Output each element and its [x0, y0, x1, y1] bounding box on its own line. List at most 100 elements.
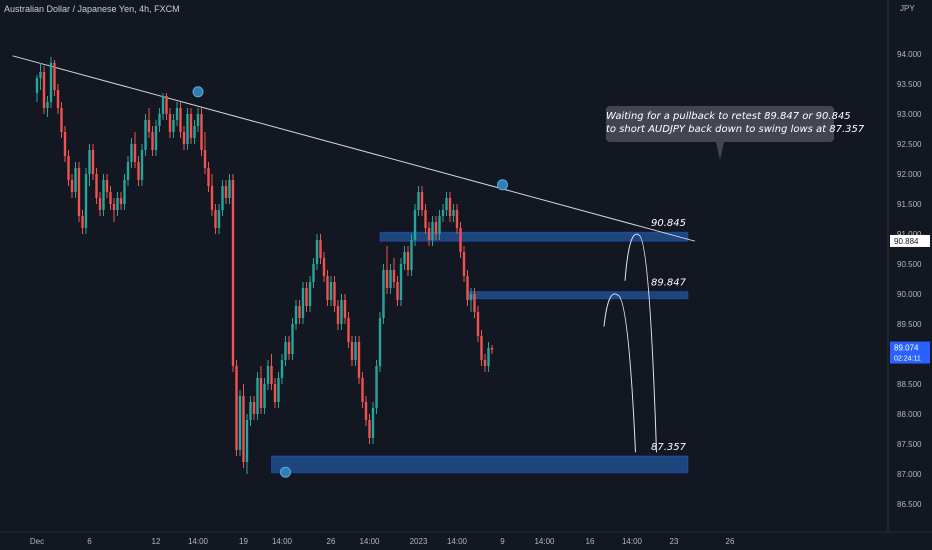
- candle: [448, 192, 452, 222]
- callout-line-2: to short AUDJPY back down to swing lows …: [606, 123, 865, 135]
- candle-body: [284, 342, 287, 360]
- price-tick-label: 86.500: [897, 500, 922, 509]
- candle: [168, 108, 172, 138]
- candle-body: [53, 63, 56, 90]
- candle-body: [217, 210, 221, 228]
- candle: [46, 96, 49, 117]
- candle-body: [347, 318, 350, 342]
- candle: [228, 174, 231, 204]
- candle: [347, 312, 350, 348]
- candle-body: [410, 240, 413, 270]
- candle-body: [277, 378, 280, 402]
- candle: [165, 93, 168, 120]
- candle-body: [70, 180, 74, 192]
- candle-body: [140, 150, 144, 180]
- candle: [476, 306, 480, 342]
- candle: [88, 144, 91, 186]
- candle-body: [168, 114, 172, 132]
- candle: [147, 108, 151, 138]
- candle-body: [249, 402, 252, 420]
- candle: [210, 174, 214, 216]
- candle: [357, 336, 361, 384]
- price-tick-label: 88.000: [897, 410, 922, 419]
- candle-body: [137, 162, 140, 180]
- swing-low-marker: [280, 466, 291, 478]
- candle: [249, 396, 252, 426]
- candle-body: [480, 336, 483, 360]
- candle: [455, 204, 459, 234]
- zone-label: 87.357: [651, 442, 687, 453]
- candle-body: [151, 132, 154, 150]
- candle: [277, 372, 280, 408]
- candle: [77, 162, 81, 222]
- candle: [193, 120, 196, 144]
- time-tick-label: 19: [239, 537, 248, 546]
- candle-body: [228, 180, 231, 198]
- candle-body: [490, 348, 494, 350]
- candle: [301, 282, 305, 324]
- candle: [375, 360, 378, 414]
- candle-body: [214, 210, 217, 228]
- candle-body: [179, 108, 182, 132]
- candle: [263, 378, 266, 414]
- candle-body: [60, 108, 63, 132]
- candle-body: [312, 264, 315, 282]
- candle: [235, 360, 238, 456]
- candle: [385, 246, 389, 294]
- candle: [186, 108, 189, 150]
- candle: [203, 132, 207, 174]
- candle: [53, 60, 56, 96]
- trendline: [12, 55, 696, 242]
- candle-body: [235, 366, 238, 450]
- candle-body: [49, 63, 53, 102]
- candle: [417, 186, 420, 216]
- candle: [102, 174, 105, 216]
- candle-body: [46, 102, 49, 108]
- candle-body: [67, 156, 70, 180]
- candle: [490, 345, 494, 354]
- candle: [441, 204, 445, 222]
- candle-body: [371, 408, 375, 438]
- candle: [350, 336, 354, 366]
- candle: [112, 198, 116, 222]
- candle-body: [378, 318, 382, 366]
- candle-body: [385, 270, 389, 288]
- candle: [154, 120, 158, 156]
- candle: [333, 276, 336, 312]
- candle-body: [308, 282, 312, 306]
- candle-body: [182, 132, 186, 144]
- candle: [242, 384, 245, 468]
- time-tick-label: 9: [500, 537, 505, 546]
- candle: [252, 396, 256, 420]
- candle: [399, 258, 403, 306]
- price-tick-label: 90.500: [897, 260, 922, 269]
- projection-path: [624, 233, 657, 453]
- projection-path: [603, 293, 636, 453]
- candle-body: [350, 342, 354, 360]
- zone-rect: [467, 291, 689, 300]
- candle-body: [469, 294, 473, 300]
- candle: [389, 264, 392, 294]
- candle-body: [116, 198, 119, 210]
- candle-body: [84, 174, 88, 228]
- price-axis[interactable]: [888, 0, 932, 550]
- candle-body: [231, 180, 235, 366]
- candle: [368, 414, 371, 444]
- candle-body: [375, 366, 378, 408]
- candle: [312, 258, 315, 288]
- candle-body: [382, 270, 385, 318]
- price-tick-label: 94.000: [897, 50, 922, 59]
- time-tick-label: 16: [586, 537, 595, 546]
- candle: [315, 234, 319, 270]
- candle: [182, 126, 186, 150]
- candle: [469, 288, 473, 312]
- candle-body: [399, 264, 403, 300]
- candle: [424, 204, 427, 234]
- candle-body: [175, 108, 179, 120]
- candle: [56, 84, 60, 114]
- candle-body: [413, 210, 417, 240]
- time-tick-label: 26: [726, 537, 735, 546]
- candle-body: [294, 306, 298, 324]
- candle-body: [186, 114, 189, 144]
